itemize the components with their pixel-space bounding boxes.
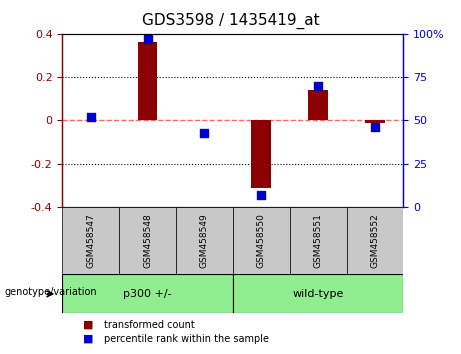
Text: GSM458548: GSM458548: [143, 213, 152, 268]
Text: ■: ■: [83, 334, 94, 344]
Text: GSM458549: GSM458549: [200, 213, 209, 268]
Point: [314, 83, 322, 88]
Point: [144, 36, 151, 42]
Bar: [62, 274, 233, 313]
Bar: [119, 207, 176, 274]
Text: GSM458550: GSM458550: [257, 213, 266, 268]
Text: GSM458547: GSM458547: [86, 213, 95, 268]
Bar: [308, 90, 328, 120]
Bar: [251, 120, 271, 188]
Text: GDS3598 / 1435419_at: GDS3598 / 1435419_at: [142, 12, 319, 29]
Text: GSM458552: GSM458552: [371, 213, 379, 268]
Text: transformed count: transformed count: [104, 320, 195, 330]
Bar: [365, 120, 385, 122]
Bar: [347, 207, 403, 274]
Point: [371, 125, 378, 130]
Text: wild-type: wild-type: [292, 289, 344, 299]
Bar: [233, 274, 403, 313]
Text: ■: ■: [83, 320, 94, 330]
Text: percentile rank within the sample: percentile rank within the sample: [104, 334, 269, 344]
Text: p300 +/-: p300 +/-: [123, 289, 172, 299]
Bar: [233, 207, 290, 274]
Bar: [62, 207, 119, 274]
Point: [201, 130, 208, 135]
Text: GSM458551: GSM458551: [313, 213, 323, 268]
Text: genotype/variation: genotype/variation: [5, 287, 97, 297]
Bar: [290, 207, 347, 274]
Point: [87, 114, 95, 120]
Bar: [176, 207, 233, 274]
Point: [258, 192, 265, 198]
Bar: [137, 42, 158, 120]
